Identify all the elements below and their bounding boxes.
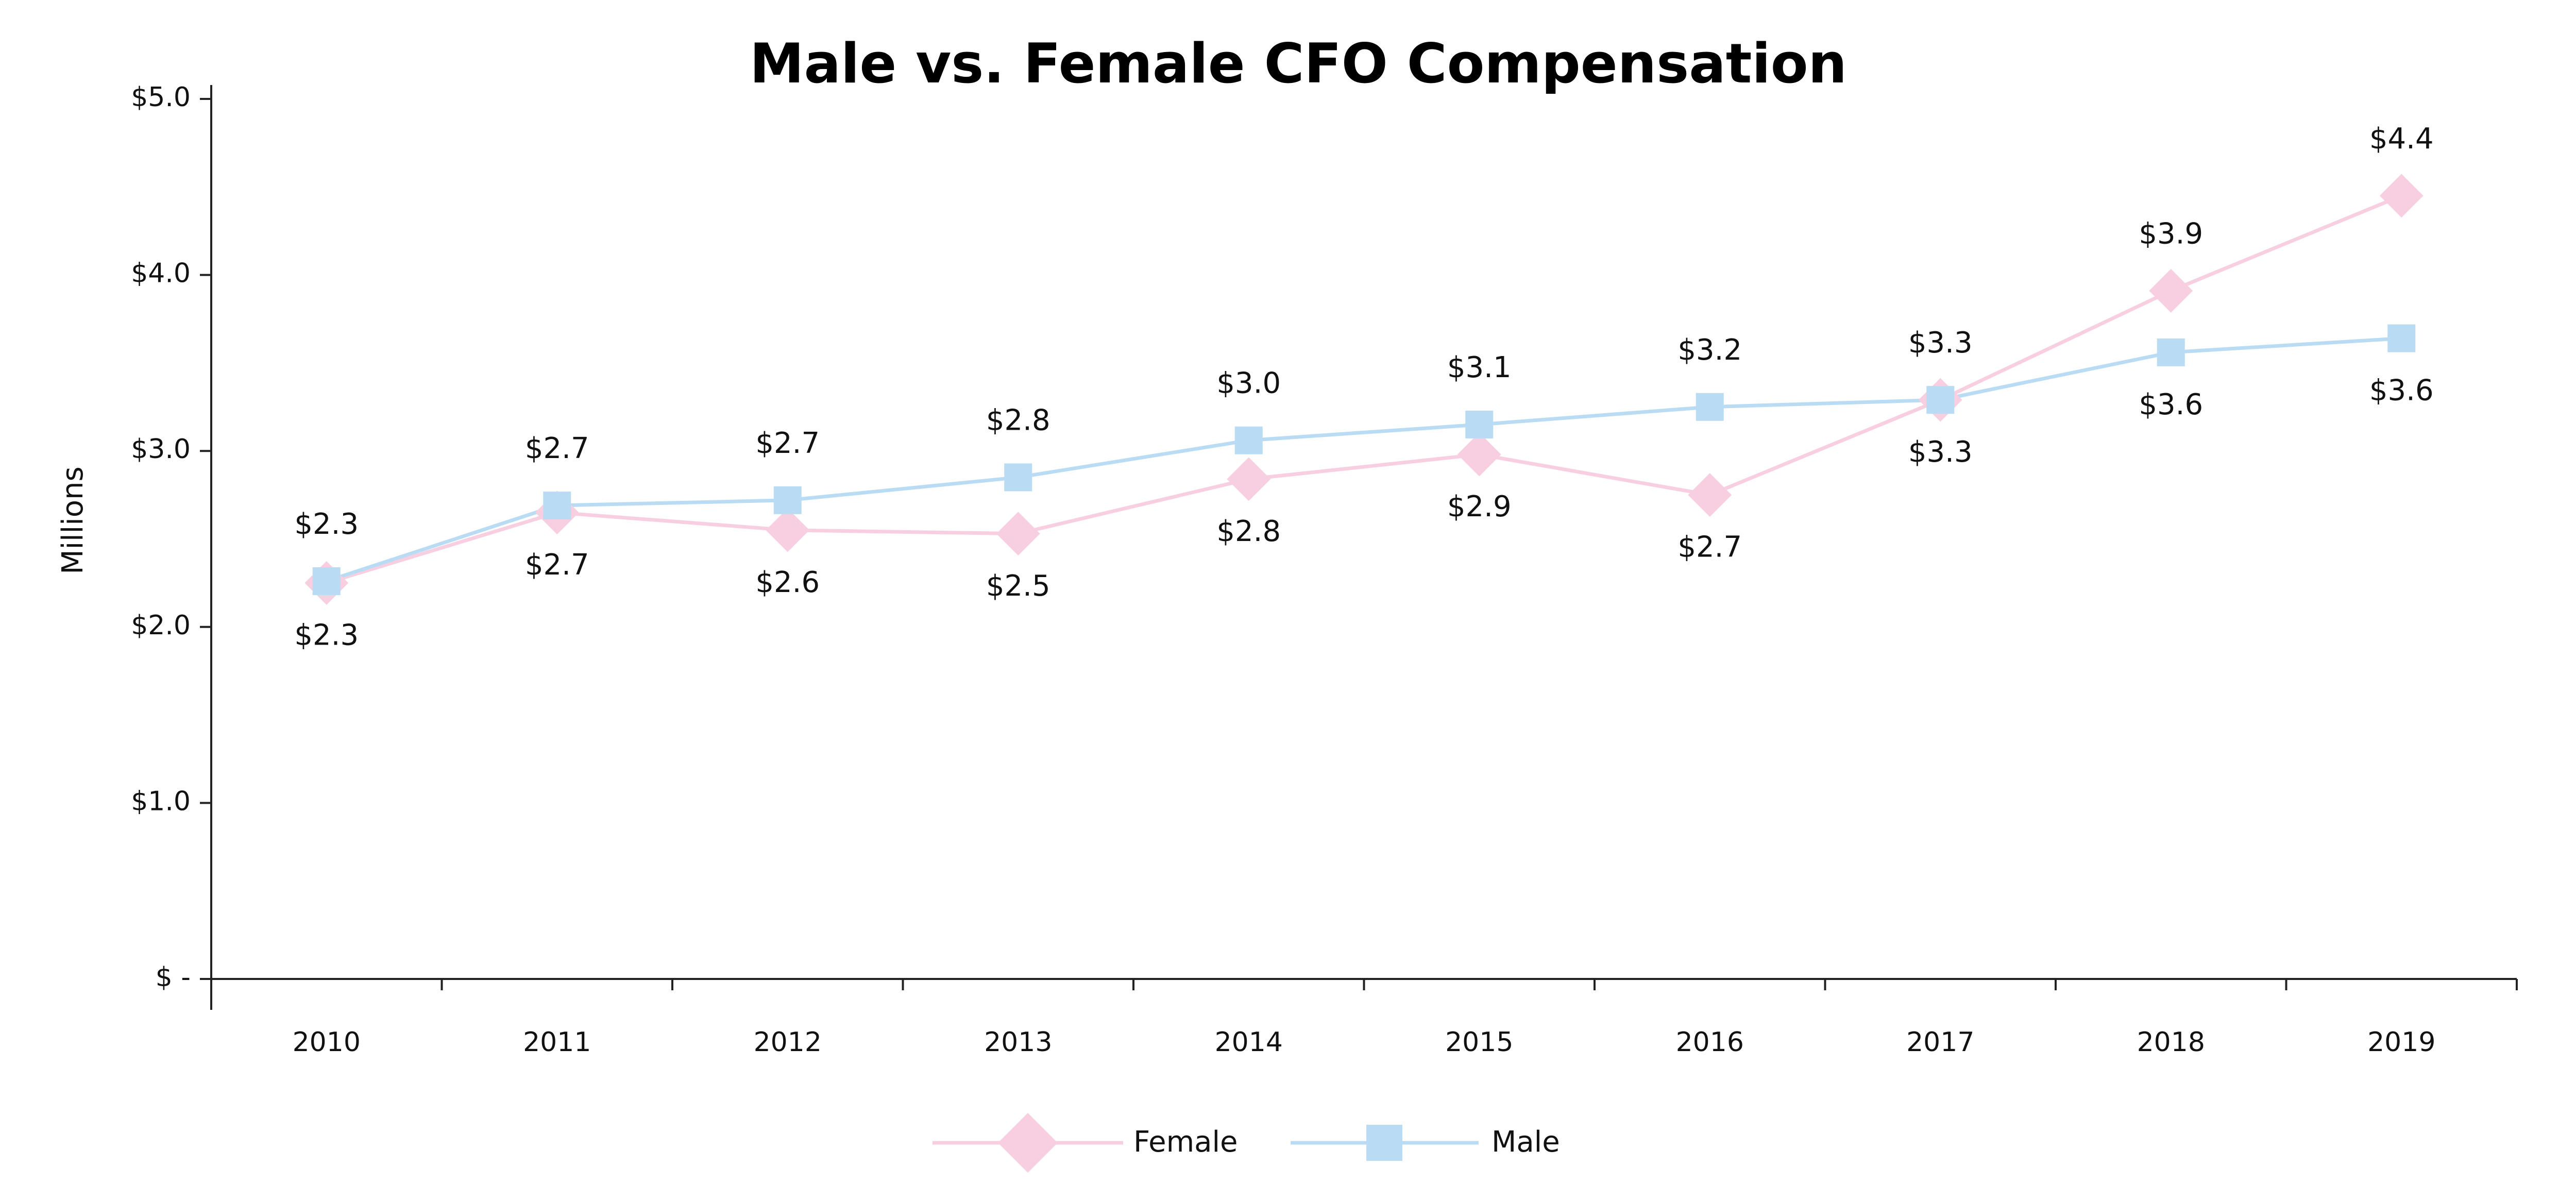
x-tick-label: 2016 <box>1676 1027 1744 1058</box>
chart-title: Male vs. Female CFO Compensation <box>750 32 1847 95</box>
data-label-female: $2.7 <box>525 548 589 582</box>
x-tick-label: 2019 <box>2367 1027 2435 1058</box>
x-tick-label: 2015 <box>1445 1027 1513 1058</box>
y-tick-label: $2.0 <box>131 610 191 641</box>
data-label-female: $2.5 <box>986 569 1050 603</box>
x-tick-label: 2018 <box>2137 1027 2205 1058</box>
data-label-female: $2.8 <box>1216 515 1281 548</box>
data-label-male: $3.3 <box>1908 435 1973 469</box>
legend-item-male: Male <box>1291 1125 1560 1161</box>
data-label-female: $2.6 <box>755 566 820 599</box>
data-point-female <box>1457 432 1501 477</box>
legend-marker-female <box>998 1113 1058 1173</box>
series-layer <box>304 174 2424 605</box>
x-tick-label: 2017 <box>1906 1027 1974 1058</box>
y-tick-label: $3.0 <box>131 434 191 465</box>
data-point-female <box>1688 473 1732 517</box>
y-tick-label: $5.0 <box>131 82 191 113</box>
series-line-male <box>325 336 2403 583</box>
legend-label-female: Female <box>1133 1125 1238 1159</box>
data-point-male <box>1234 426 1263 454</box>
data-point-male <box>2157 338 2185 366</box>
data-label-male: $3.6 <box>2139 388 2203 421</box>
data-point-male <box>1696 393 1724 421</box>
y-tick-label: $4.0 <box>131 258 191 289</box>
data-point-female <box>996 512 1040 556</box>
data-point-female <box>766 508 810 552</box>
data-point-male <box>2387 324 2416 352</box>
data-point-female <box>2379 174 2424 218</box>
series-line-female <box>325 194 2403 585</box>
data-label-female: $2.7 <box>1677 531 1742 564</box>
data-point-female <box>2149 268 2193 313</box>
data-label-male: $3.1 <box>1447 351 1512 384</box>
data-point-female <box>1227 457 1271 501</box>
x-tick-label: 2013 <box>984 1027 1052 1058</box>
y-tick-label: $1.0 <box>131 786 191 817</box>
legend-marker-male <box>1366 1125 1402 1161</box>
x-tick-label: 2011 <box>523 1027 591 1058</box>
data-label-female: $3.3 <box>1908 326 1973 360</box>
x-axis-ticks: 2010 2011 2012 2013 2014 2015 2016 2017 2018 2019 <box>210 979 2518 1058</box>
data-label-female: $4.4 <box>2369 122 2434 156</box>
y-axis-label: Millions <box>56 466 90 574</box>
data-label-female: $2.3 <box>294 618 359 652</box>
data-label-female: $3.9 <box>2139 217 2203 250</box>
data-label-male: $3.2 <box>1677 333 1742 367</box>
data-label-male: $2.3 <box>294 508 359 541</box>
legend: Female Male <box>933 1113 1560 1173</box>
data-labels: $2.3 $2.7 $2.6 $2.5 $2.8 $2.9 $2.7 $3.3 $3.9 $4.4… <box>294 122 2433 652</box>
x-tick-label: 2012 <box>754 1027 822 1058</box>
data-point-male <box>312 567 341 595</box>
data-label-male: $3.6 <box>2369 374 2434 408</box>
y-tick-label: $ - <box>156 962 191 993</box>
x-tick-label: 2014 <box>1215 1027 1283 1058</box>
data-label-male: $2.7 <box>525 432 589 465</box>
legend-label-male: Male <box>1492 1125 1560 1159</box>
data-label-male: $2.8 <box>986 403 1050 437</box>
data-label-female: $2.9 <box>1447 490 1512 523</box>
data-label-male: $3.0 <box>1216 367 1281 400</box>
legend-item-female: Female <box>933 1113 1238 1173</box>
data-point-male <box>543 492 571 520</box>
y-axis-ticks: $ - $1.0 $2.0 $3.0 $4.0 $5.0 <box>131 82 211 993</box>
data-label-male: $2.7 <box>755 427 820 460</box>
data-point-male <box>1465 410 1494 438</box>
data-point-male <box>1004 463 1032 492</box>
x-tick-label: 2010 <box>293 1027 361 1058</box>
data-point-male <box>773 486 802 514</box>
data-point-male <box>1926 386 1955 414</box>
